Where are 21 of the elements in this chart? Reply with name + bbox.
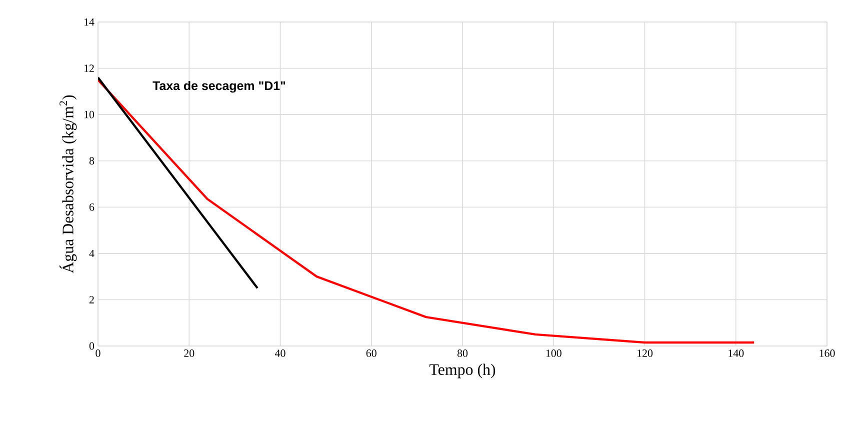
x-tick-label: 0 [96,350,100,357]
y-tick-label: 0 [89,342,94,350]
x-tick-label: 40 [274,350,286,357]
x-tick-label: 160 [820,350,835,357]
x-tick-label: 140 [728,350,744,357]
y-tick-label: 6 [89,203,94,211]
x-tick-label: 60 [366,350,376,357]
y-axis-title: Água Desabsorvida (kg/m$^{2}$) [60,95,77,274]
line-series [98,78,756,344]
x-axis-title: Tempo (h) [429,364,496,378]
annotation: Taxa de secagem "D1" [152,80,286,93]
x-tick-label: 80 [457,350,468,357]
y-tick-label: 4 [89,250,94,258]
y-tick-label: 12 [84,64,94,72]
y-tick-label: 8 [89,157,94,165]
x-tick-label: 120 [638,350,653,357]
y-tick-label: 14 [84,18,94,26]
y-tick-label: 10 [84,110,94,118]
x-tick-label: 100 [546,350,562,357]
y-tick-label: 2 [89,296,94,304]
x-tick-label: 20 [184,350,194,357]
